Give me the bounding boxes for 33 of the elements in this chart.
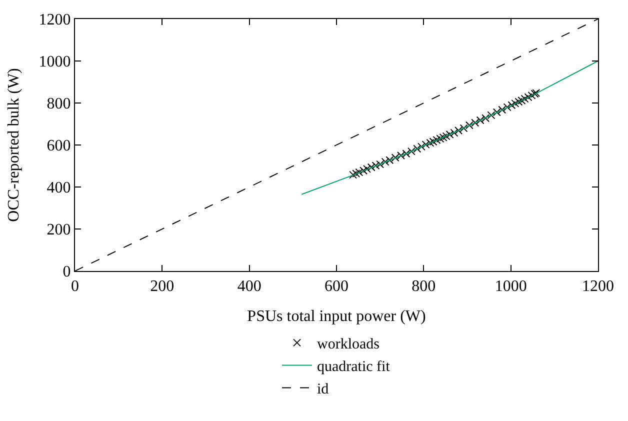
point <box>503 103 512 112</box>
point <box>363 164 372 173</box>
point <box>524 93 532 102</box>
point <box>528 91 536 100</box>
x-tick-label: 600 <box>324 278 348 296</box>
y-tick-label: 600 <box>46 138 71 155</box>
y-tick-label: 800 <box>46 96 71 113</box>
line-series <box>301 60 598 195</box>
y-tick-label: 1200 <box>38 12 71 29</box>
point <box>487 111 496 120</box>
y-tick-label: 400 <box>46 180 71 197</box>
point <box>498 106 506 114</box>
point <box>520 94 529 103</box>
x-tick-label: 200 <box>150 278 174 296</box>
point <box>508 101 516 110</box>
x-tick-label: 1000 <box>494 278 527 296</box>
legend-label: id <box>317 382 330 398</box>
x-axis-title: PSUs total input power (W) <box>247 308 426 325</box>
point <box>514 98 523 106</box>
x-tick-label: 1200 <box>582 278 614 296</box>
point <box>417 142 426 151</box>
point <box>381 158 390 166</box>
point <box>450 128 458 137</box>
y-tick-label: 0 <box>62 264 71 281</box>
x-tick-label: 800 <box>412 278 436 296</box>
legend-label: workloads <box>317 336 380 353</box>
y-tick-label: 200 <box>46 222 71 239</box>
y-tick-label: 1000 <box>38 54 71 71</box>
legend-label: quadratic fit <box>317 359 391 376</box>
x-tick-label: 400 <box>237 278 262 296</box>
y-axis-title: OCC-reported bulk (W) <box>6 68 23 222</box>
point <box>492 108 501 116</box>
point <box>367 163 376 172</box>
